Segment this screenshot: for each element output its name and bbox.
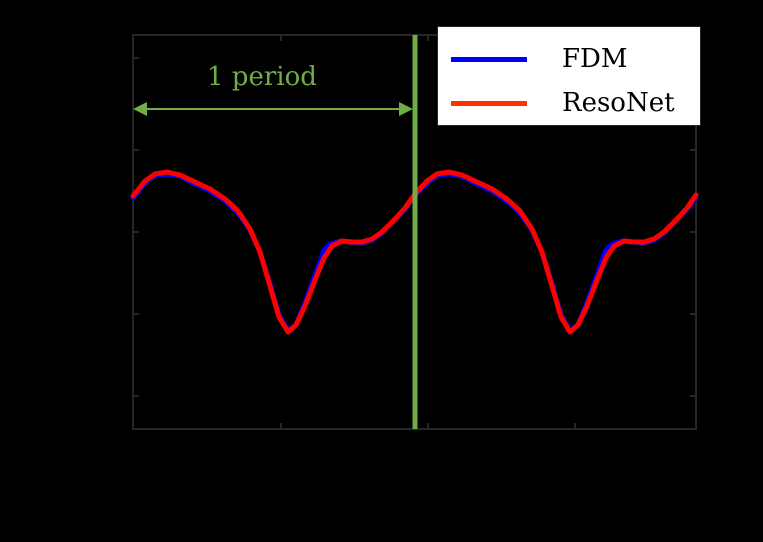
arrow-right-icon (399, 102, 413, 116)
legend-swatch-fdm (451, 57, 527, 62)
arrow-left-icon (133, 102, 147, 116)
ticks (133, 35, 696, 429)
legend-label-fdm: FDM (562, 44, 628, 74)
legend-label-resonet: ResoNet (562, 88, 675, 118)
legend: FDM ResoNet (437, 26, 701, 126)
legend-item-fdm: FDM (438, 37, 700, 81)
period-annotation-label: 1 period (207, 62, 317, 92)
legend-swatch-resonet (451, 101, 527, 106)
legend-item-resonet: ResoNet (438, 83, 700, 127)
